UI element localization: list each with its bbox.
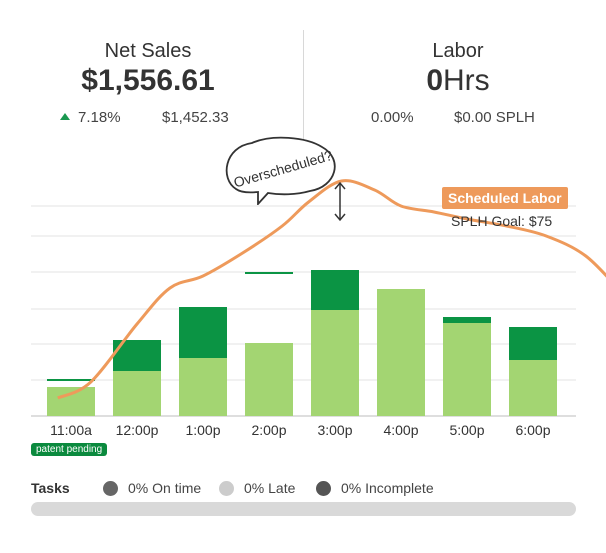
trend-up-icon [60, 113, 70, 120]
x-tick-label: 12:00p [116, 422, 159, 438]
chart-x-labels: 11:00a 12:00p 1:00p 2:00p 3:00p 4:00p 5:00p 6:0… [50, 422, 551, 438]
x-tick-label: 4:00p [383, 422, 418, 438]
header-divider [303, 30, 304, 140]
bar-top [311, 270, 359, 310]
labor-title: Labor [432, 40, 484, 62]
tasks-label: Tasks [31, 480, 70, 496]
bar-base [377, 289, 425, 416]
splh-goal-label: SPLH Goal: $75 [451, 213, 553, 229]
x-tick-label: 3:00p [317, 422, 352, 438]
patent-pending-badge: patent pending [31, 443, 108, 456]
bar-base [311, 310, 359, 416]
bar-base [179, 358, 227, 416]
legend-late: 0% Late [219, 480, 295, 496]
net-sales-change-pct: 7.18% [78, 109, 121, 126]
bar-base [47, 387, 95, 416]
x-tick-label: 1:00p [185, 422, 220, 438]
legend-on-time-label: 0% On time [128, 480, 202, 496]
chart-markers [47, 272, 293, 381]
labor-pct: 0.00% [371, 109, 414, 126]
labor-value-unit: Hrs [443, 64, 490, 97]
x-tick-label: 6:00p [515, 422, 550, 438]
labor-value: 0Hrs [383, 64, 533, 98]
labor-value-number: 0 [426, 64, 444, 97]
scheduled-labor-badge: Scheduled Labor [442, 187, 568, 209]
x-tick-label: 11:00a [50, 422, 92, 438]
net-sales-value: $1,556.61 [81, 64, 215, 97]
legend-incomplete: 0% Incomplete [316, 480, 434, 496]
on-time-dot-icon [103, 480, 118, 496]
tasks-progress-bar [31, 502, 576, 516]
chart-grid [31, 205, 576, 417]
x-tick-label: 2:00p [251, 422, 286, 438]
bar-top [179, 307, 227, 358]
bar-base [245, 343, 293, 416]
incomplete-dot-icon [316, 480, 331, 496]
x-tick-label: 5:00p [449, 422, 484, 438]
net-sales-title: Net Sales [104, 40, 192, 62]
speech-bubble-icon [225, 136, 336, 207]
bar-base [509, 360, 557, 416]
scheduled-labor-line [57, 179, 606, 400]
late-dot-icon [219, 480, 234, 496]
legend-late-label: 0% Late [244, 480, 296, 496]
overscheduled-callout: Overscheduled? [222, 135, 340, 207]
net-sales-comparison: $1,452.33 [162, 109, 229, 126]
overscheduled-gap-arrow [334, 181, 346, 222]
bar-top [509, 327, 557, 360]
bar-base [113, 371, 161, 416]
bar-top [443, 317, 491, 323]
net-sales-change: 7.18% [60, 109, 121, 126]
bar-base [443, 323, 491, 416]
sales-labor-chart: 11:00a 12:00p 1:00p 2:00p 3:00p 4:00p 5:00p 6:0… [31, 179, 606, 438]
chart-bars [47, 270, 557, 416]
legend-incomplete-label: 0% Incomplete [341, 480, 434, 496]
labor-splh: $0.00 SPLH [454, 109, 535, 126]
legend-on-time: 0% On time [103, 480, 201, 496]
